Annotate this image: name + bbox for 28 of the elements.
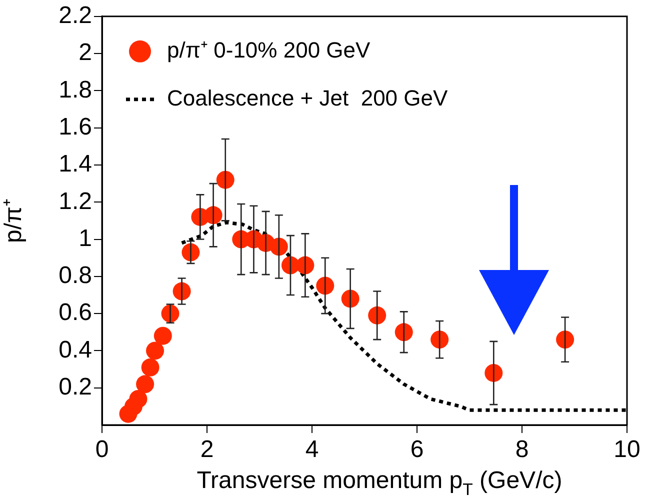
y-tick-label: 0.2 bbox=[58, 373, 92, 400]
x-tick-label: 10 bbox=[614, 436, 640, 464]
y-tick-label: 1.8 bbox=[58, 76, 92, 104]
y-tick-label: 2 bbox=[78, 39, 92, 66]
point bbox=[154, 326, 172, 345]
y-tick-label: 1 bbox=[78, 224, 92, 252]
legend-label: p/π⁺ 0-10% 200 GeV bbox=[167, 37, 371, 62]
point bbox=[136, 375, 154, 394]
y-tick-label: 1.2 bbox=[58, 188, 92, 215]
point bbox=[129, 390, 148, 408]
x-tick-label: 0 bbox=[95, 436, 109, 464]
point bbox=[430, 330, 449, 349]
point bbox=[556, 330, 574, 349]
y-tick-label: 0.6 bbox=[58, 299, 92, 326]
point bbox=[270, 238, 288, 256]
y-tick-label: 1.4 bbox=[58, 150, 92, 178]
point bbox=[141, 358, 160, 376]
y-tick-label: 0.4 bbox=[58, 336, 92, 364]
x-tick-label: 4 bbox=[305, 436, 319, 464]
point bbox=[146, 342, 164, 360]
y-tick-label: 2.2 bbox=[58, 2, 92, 30]
y-tick-label: 1.6 bbox=[58, 113, 92, 140]
y-tick-label: 0.8 bbox=[58, 262, 92, 290]
legend-label: Coalescence + Jet 200 GeV bbox=[167, 85, 448, 110]
x-tick-label: 8 bbox=[515, 436, 529, 464]
x-tick-label: 6 bbox=[410, 436, 424, 464]
x-tick-label: 2 bbox=[200, 436, 214, 464]
y-axis-title: p/π⁺ bbox=[0, 198, 28, 243]
